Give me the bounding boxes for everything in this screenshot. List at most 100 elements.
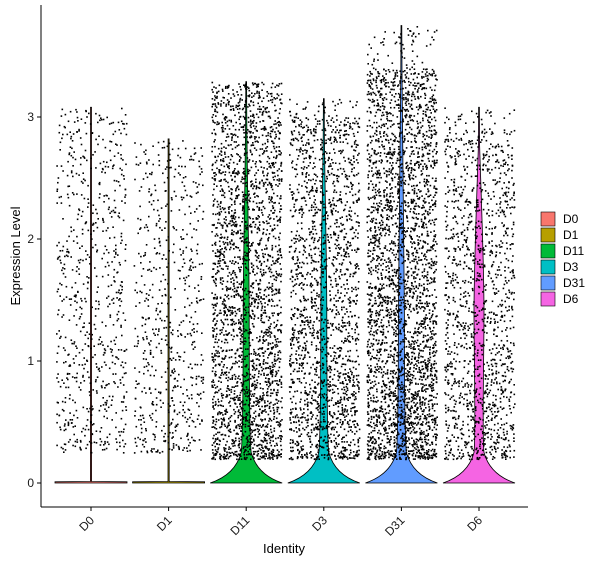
data-point <box>260 202 263 204</box>
data-point <box>65 296 68 298</box>
data-point <box>271 82 274 85</box>
data-point <box>268 222 270 224</box>
data-point <box>222 322 225 324</box>
data-point <box>319 312 321 314</box>
data-point <box>343 250 345 252</box>
data-point <box>125 391 128 393</box>
data-point <box>226 411 229 413</box>
data-point <box>292 337 295 339</box>
data-point <box>79 439 82 442</box>
data-point <box>304 354 306 356</box>
data-point <box>125 122 128 125</box>
data-point <box>310 341 313 343</box>
data-point <box>152 200 155 202</box>
data-point <box>255 358 258 361</box>
data-point <box>248 248 251 250</box>
data-point <box>148 388 151 390</box>
data-point <box>226 289 228 292</box>
data-point <box>56 361 58 363</box>
data-point <box>276 121 279 124</box>
data-point <box>97 218 99 220</box>
data-point <box>219 208 222 210</box>
data-point <box>353 381 355 384</box>
data-point <box>310 454 313 456</box>
data-point <box>67 196 70 199</box>
data-point <box>291 280 294 283</box>
data-point <box>241 366 243 368</box>
data-point <box>319 368 322 371</box>
data-point <box>266 362 269 365</box>
data-point <box>218 84 221 87</box>
data-point <box>269 327 271 330</box>
data-point <box>214 282 217 285</box>
data-point <box>258 282 261 285</box>
data-point <box>92 204 95 206</box>
data-point <box>308 143 310 146</box>
data-point <box>172 443 175 445</box>
data-point <box>247 395 249 398</box>
data-point <box>355 143 358 146</box>
data-point <box>304 317 306 319</box>
data-point <box>321 346 324 349</box>
data-point <box>185 246 188 249</box>
data-point <box>251 153 253 156</box>
data-point <box>288 251 291 253</box>
data-point <box>324 127 326 130</box>
data-point <box>225 180 227 183</box>
data-point <box>85 250 87 252</box>
data-point <box>245 449 247 452</box>
data-point <box>231 243 234 246</box>
data-point <box>218 431 221 434</box>
data-point <box>239 326 241 329</box>
data-point <box>184 165 186 168</box>
data-point <box>224 434 227 437</box>
data-point <box>276 313 279 315</box>
data-point <box>214 358 216 361</box>
data-point <box>314 373 316 376</box>
data-point <box>259 271 262 273</box>
data-point <box>339 141 342 143</box>
data-point <box>261 89 263 91</box>
data-point <box>114 373 117 375</box>
data-point <box>237 293 240 296</box>
data-point <box>225 350 228 352</box>
data-point <box>211 449 214 451</box>
data-point <box>243 416 245 419</box>
data-point <box>268 420 270 422</box>
data-point <box>260 296 262 298</box>
data-point <box>221 397 224 399</box>
data-point <box>91 409 93 411</box>
data-point <box>268 233 271 235</box>
data-point <box>316 446 318 449</box>
data-point <box>275 341 278 343</box>
data-point <box>294 443 297 445</box>
data-point <box>297 442 300 445</box>
data-point <box>222 438 225 440</box>
data-point <box>246 456 248 459</box>
data-point <box>298 347 300 350</box>
data-point <box>291 333 294 335</box>
data-point <box>270 130 272 132</box>
data-point <box>149 261 151 263</box>
data-point <box>145 172 147 175</box>
data-point <box>109 348 112 350</box>
data-point <box>107 285 110 288</box>
data-point <box>312 241 315 244</box>
data-point <box>231 366 233 368</box>
data-point <box>233 285 235 287</box>
data-point <box>211 98 214 100</box>
data-point <box>171 389 174 392</box>
data-point <box>228 208 230 210</box>
data-point <box>310 254 313 257</box>
data-point <box>274 445 276 447</box>
data-point <box>349 126 352 128</box>
data-point <box>340 198 342 200</box>
data-point <box>248 95 251 98</box>
data-point <box>249 249 252 252</box>
data-point <box>301 227 303 230</box>
data-point <box>155 309 157 312</box>
data-point <box>263 359 265 361</box>
data-point <box>256 358 259 360</box>
data-point <box>193 147 196 150</box>
data-point <box>349 349 352 352</box>
